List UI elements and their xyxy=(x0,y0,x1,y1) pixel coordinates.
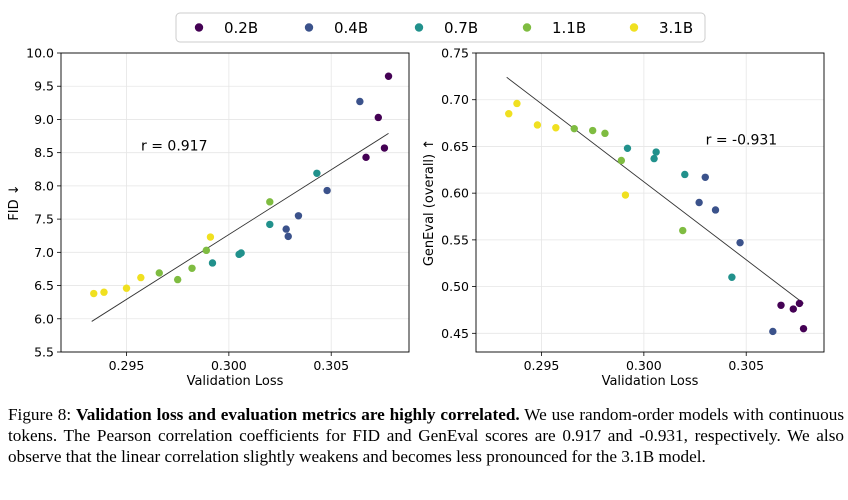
data-point-0-2b xyxy=(384,72,393,80)
y-tick-label: 0.60 xyxy=(441,186,469,201)
x-axis-label: Validation Loss xyxy=(602,374,699,389)
data-point-0-4b xyxy=(711,206,720,214)
legend-marker xyxy=(194,23,204,32)
data-point-0-2b xyxy=(777,301,785,309)
data-point-0-7b xyxy=(652,148,660,156)
data-point-0-7b xyxy=(266,220,274,229)
legend: 0.2B 0.4B 0.7B 1.1B 3.1B xyxy=(175,12,706,43)
data-point-1-1b xyxy=(588,126,597,135)
data-point-0-4b xyxy=(356,97,364,106)
data-point-3-1b xyxy=(533,121,542,129)
data-point-0-2b xyxy=(789,305,797,313)
data-point-0-7b xyxy=(235,250,243,259)
data-point-1-1b xyxy=(173,275,182,284)
legend-label: 1.1B xyxy=(552,19,586,37)
correlation-annotation: r = -0.931 xyxy=(706,133,778,149)
y-tick-label: 7.0 xyxy=(34,245,54,260)
data-point-1-1b xyxy=(570,124,578,133)
legend-marker xyxy=(414,23,424,32)
y-tick-label: 5.5 xyxy=(34,345,54,360)
x-tick-label: 0.305 xyxy=(313,358,349,373)
data-point-3-1b xyxy=(100,288,108,296)
x-tick-label: 0.300 xyxy=(211,358,247,373)
legend-label: 0.2B xyxy=(224,19,258,37)
y-tick-label: 0.45 xyxy=(441,326,469,341)
data-point-0-2b xyxy=(799,324,808,333)
data-point-0-7b xyxy=(623,144,632,153)
data-point-1-1b xyxy=(266,198,274,206)
data-point-0-7b xyxy=(728,273,736,281)
data-point-1-1b xyxy=(155,269,163,277)
y-axis-label: FID ↓ xyxy=(7,184,22,220)
data-point-0-4b xyxy=(769,327,777,336)
y-tick-label: 0.75 xyxy=(441,46,469,61)
y-tick-label: 9.5 xyxy=(34,79,54,94)
y-tick-label: 0.50 xyxy=(441,279,469,294)
data-point-3-1b xyxy=(621,191,630,199)
data-point-0-7b xyxy=(681,170,689,179)
trend-line xyxy=(506,76,804,304)
correlation-annotation: r = 0.917 xyxy=(141,139,207,155)
y-tick-label: 6.5 xyxy=(34,278,54,293)
data-point-0-4b xyxy=(284,232,292,241)
y-axis-label: GenEval (overall) ↑ xyxy=(422,139,437,266)
data-point-0-7b xyxy=(208,259,217,267)
x-axis-label: Validation Loss xyxy=(187,374,284,389)
data-point-1-1b xyxy=(617,156,626,165)
data-point-0-2b xyxy=(380,144,389,152)
data-point-3-1b xyxy=(505,110,513,118)
x-tick-label: 0.305 xyxy=(728,358,764,373)
data-point-0-7b xyxy=(650,154,658,163)
data-point-3-1b xyxy=(513,99,521,108)
legend-marker xyxy=(629,23,639,32)
y-tick-label: 10.0 xyxy=(26,46,54,61)
x-tick-label: 0.295 xyxy=(109,358,145,373)
data-point-0-7b xyxy=(313,169,321,177)
data-point-3-1b xyxy=(206,233,215,241)
figure-caption: Figure 8: Validation loss and evaluation… xyxy=(8,404,844,467)
caption-figure-label: Figure 8: xyxy=(8,405,72,424)
y-tick-label: 0.65 xyxy=(441,139,469,154)
y-tick-label: 8.5 xyxy=(34,145,54,160)
data-point-0-4b xyxy=(294,212,303,220)
data-point-3-1b xyxy=(90,289,98,298)
data-point-1-1b xyxy=(601,129,609,138)
y-tick-label: 7.5 xyxy=(34,212,54,227)
trend-line xyxy=(91,133,389,322)
y-tick-label: 8.0 xyxy=(34,178,54,193)
legend-label: 0.7B xyxy=(444,19,478,37)
data-point-0-4b xyxy=(695,198,703,207)
data-point-1-1b xyxy=(202,246,211,255)
legend-marker xyxy=(304,23,314,32)
legend-frame xyxy=(175,12,706,43)
plot-frame xyxy=(60,52,410,353)
y-tick-label: 9.0 xyxy=(34,112,54,127)
legend-label: 3.1B xyxy=(659,19,693,37)
x-tick-label: 0.295 xyxy=(524,358,560,373)
y-tick-label: 0.55 xyxy=(441,232,469,247)
plot-frame xyxy=(475,52,825,353)
data-point-0-2b xyxy=(795,299,804,308)
caption-body-text: We use random-order models with continuo… xyxy=(8,405,845,466)
chart-panel-1: 0.295 0.300 0.305 5.5 6.0 6.5 7.0 7.5 8.0 8.5 9.0 9… xyxy=(7,46,410,389)
data-point-1-1b xyxy=(679,226,687,235)
caption-bold-text: Validation loss and evaluation metrics a… xyxy=(75,405,520,424)
data-point-0-4b xyxy=(701,173,709,181)
data-point-0-4b xyxy=(282,225,290,233)
data-point-0-2b xyxy=(362,153,370,162)
data-point-3-1b xyxy=(137,273,145,282)
legend-label: 0.4B xyxy=(334,19,368,37)
data-point-0-2b xyxy=(374,113,382,122)
y-tick-label: 0.70 xyxy=(441,92,469,107)
x-tick-label: 0.300 xyxy=(626,358,662,373)
data-point-0-4b xyxy=(736,238,744,247)
y-tick-label: 6.0 xyxy=(34,311,54,326)
data-point-3-1b xyxy=(552,124,560,132)
legend-marker xyxy=(522,23,532,32)
data-point-0-4b xyxy=(323,186,331,195)
chart-panel-2: 0.295 0.300 0.305 0.45 0.50 0.55 0.60 0.65 0.70 0… xyxy=(422,46,825,389)
data-point-3-1b xyxy=(122,284,131,292)
figure: 0.2B 0.4B 0.7B 1.1B 3.1B 0.295 0.300 0.305 5.5 6.… xyxy=(7,12,825,389)
data-point-1-1b xyxy=(188,264,196,272)
